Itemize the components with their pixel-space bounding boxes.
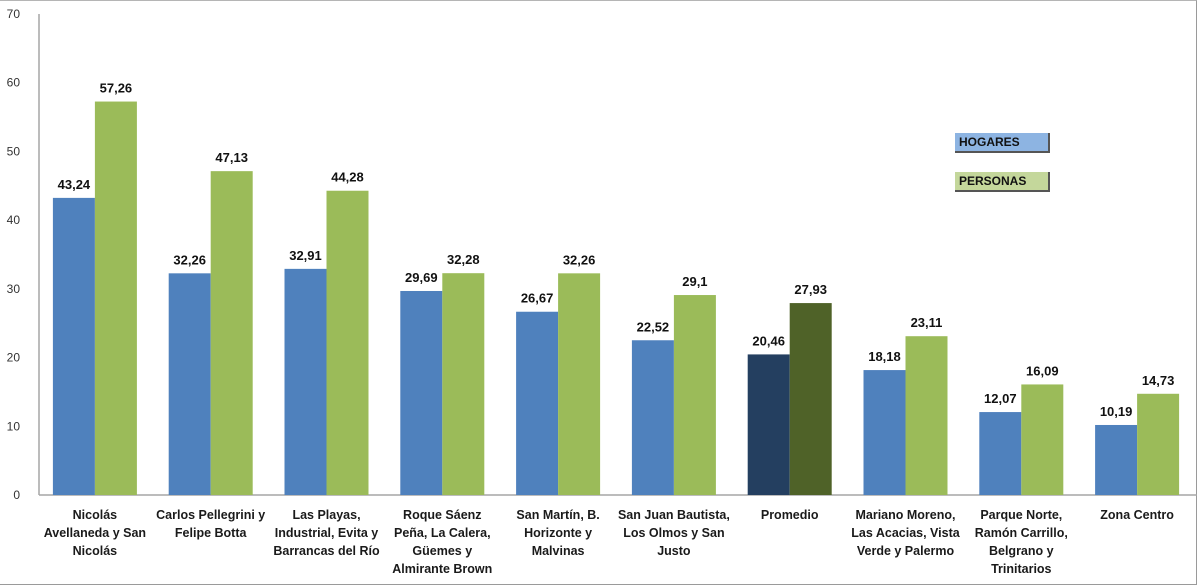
category-label: Horizonte y	[524, 526, 592, 540]
bar-hogares	[52, 197, 95, 495]
category-label: Trinitarios	[991, 562, 1051, 576]
bar-personas	[94, 101, 137, 496]
legend-label: PERSONAS	[959, 174, 1027, 188]
category-label: Ramón Carrillo,	[975, 526, 1068, 540]
bar-personas	[789, 303, 832, 495]
category-label: Verde y Palermo	[857, 544, 955, 558]
bars	[52, 101, 1180, 496]
category-label: Carlos Pellegrini y	[156, 508, 265, 522]
bar-personas	[1137, 393, 1180, 495]
data-label: 32,28	[447, 252, 480, 267]
data-label: 43,24	[58, 177, 91, 192]
category-label: Barrancas del Río	[273, 544, 380, 558]
data-label: 44,28	[331, 170, 364, 185]
bar-hogares	[863, 370, 906, 495]
data-label: 23,11	[911, 315, 943, 330]
bar-hogares	[400, 290, 443, 495]
data-labels: 43,24 57,26 32,26 47,13 32,91 44,28 29,69 32,28…	[58, 81, 1175, 419]
data-label: 47,13	[215, 150, 248, 165]
data-label: 26,67	[521, 291, 554, 306]
category-label: Güemes y	[412, 544, 472, 558]
bar-hogares	[516, 311, 559, 495]
bar-personas	[1021, 384, 1064, 495]
bar-hogares	[747, 354, 790, 495]
category-label: Promedio	[761, 508, 819, 522]
y-tick-label: 0	[13, 488, 20, 502]
data-label: 27,93	[794, 282, 827, 297]
category-label: Nicolás	[73, 544, 118, 558]
legend-item-hogares: HOGARES	[955, 133, 1050, 153]
y-tick-label: 60	[7, 76, 21, 90]
category-label: Las Acacias, Vista	[851, 526, 960, 540]
category-labels: Nicolás Avellaneda y San Nicolás Carlos Pel…	[44, 508, 1175, 576]
data-label: 12,07	[984, 391, 1017, 406]
bar-personas	[442, 273, 485, 495]
bar-hogares	[979, 412, 1022, 495]
y-tick-label: 40	[7, 213, 21, 227]
category-label: Zona Centro	[1100, 508, 1174, 522]
category-label: Avellaneda y San	[44, 526, 146, 540]
category-label: Belgrano y	[989, 544, 1054, 558]
data-label: 29,69	[405, 270, 438, 285]
data-label: 32,26	[173, 252, 206, 267]
bar-personas	[210, 171, 253, 495]
legend-item-personas: PERSONAS	[955, 172, 1050, 192]
data-label: 22,52	[637, 319, 670, 334]
y-tick-label: 20	[7, 351, 21, 365]
y-tick-label: 50	[7, 144, 21, 158]
category-label: San Juan Bautista,	[618, 508, 730, 522]
data-label: 20,46	[752, 333, 785, 348]
y-tick-label: 70	[7, 7, 21, 21]
category-label: Justo	[657, 544, 691, 558]
bar-personas	[905, 336, 948, 495]
bar-hogares	[631, 340, 674, 495]
bar-personas	[673, 295, 716, 495]
category-label: Los Olmos y San	[623, 526, 724, 540]
category-label: Felipe Botta	[175, 526, 248, 540]
bar-hogares	[1095, 424, 1138, 495]
data-label: 32,91	[289, 248, 322, 263]
data-label: 14,73	[1142, 373, 1175, 388]
data-label: 57,26	[100, 81, 133, 96]
category-label: Roque Sáenz	[403, 508, 482, 522]
legend-label: HOGARES	[959, 135, 1020, 149]
bar-hogares	[168, 273, 211, 495]
category-label: Almirante Brown	[392, 562, 492, 576]
category-label: Industrial, Evita y	[275, 526, 379, 540]
category-label: Nicolás	[73, 508, 118, 522]
category-label: San Martín, B.	[516, 508, 599, 522]
bar-personas	[326, 190, 369, 495]
y-tick-label: 30	[7, 282, 21, 296]
data-label: 10,19	[1100, 404, 1133, 419]
category-label: Malvinas	[532, 544, 585, 558]
category-label: Las Playas,	[292, 508, 360, 522]
data-label: 32,26	[563, 252, 596, 267]
data-label: 16,09	[1026, 363, 1059, 378]
category-label: Parque Norte,	[980, 508, 1062, 522]
data-label: 18,18	[868, 349, 901, 364]
data-label: 29,1	[682, 274, 707, 289]
bar-hogares	[284, 268, 327, 495]
category-label: Mariano Moreno,	[855, 508, 955, 522]
category-label: Peña, La Calera,	[394, 526, 491, 540]
bar-personas	[558, 273, 601, 495]
y-tick-label: 10	[7, 419, 21, 433]
